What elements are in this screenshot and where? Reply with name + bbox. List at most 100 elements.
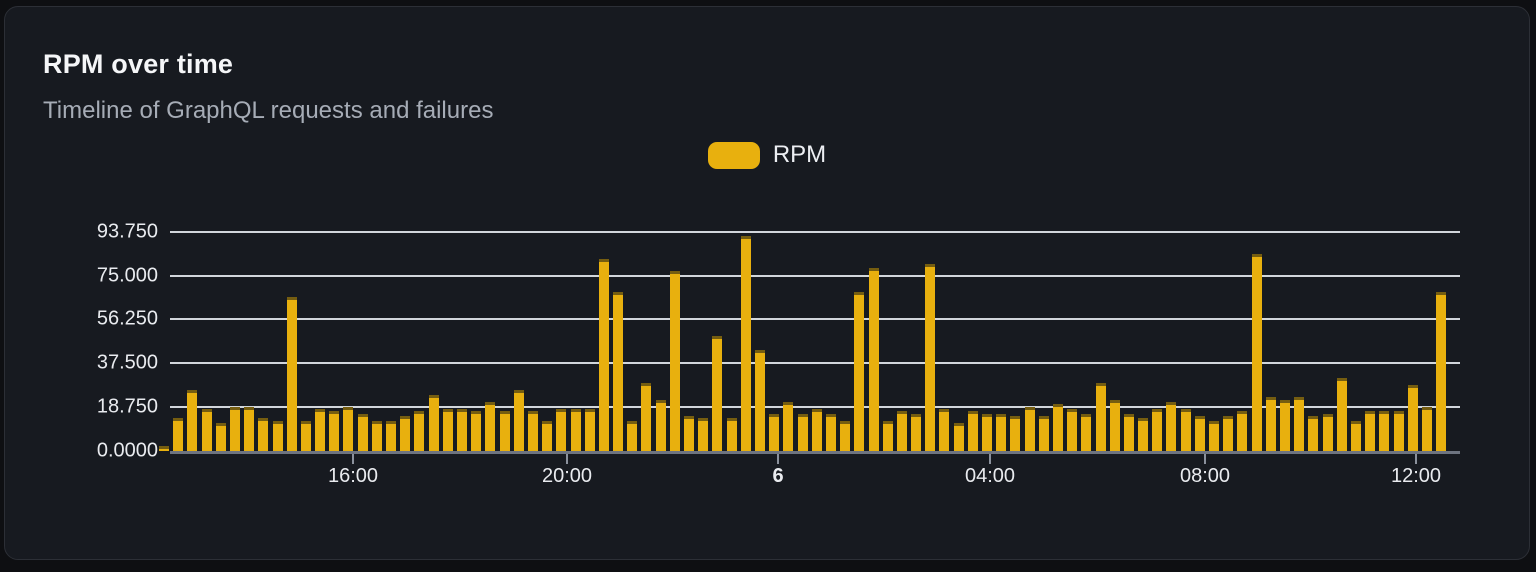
y-axis-tick-label: 18.750 [96,395,158,418]
rpm-bar[interactable] [585,409,595,451]
rpm-bar[interactable] [1110,400,1120,451]
rpm-bar[interactable] [528,411,538,451]
rpm-bar[interactable] [1152,409,1162,451]
rpm-bar[interactable] [1280,400,1290,451]
rpm-bar[interactable] [897,411,907,451]
rpm-bar[interactable] [1096,383,1106,451]
rpm-bar[interactable] [230,407,240,451]
rpm-bar[interactable] [741,236,751,451]
rpm-bar[interactable] [869,268,879,451]
rpm-bar[interactable] [698,418,708,451]
x-axis-tick-label: 6 [772,465,784,487]
rpm-bar[interactable] [400,416,410,451]
rpm-bar[interactable] [1223,416,1233,451]
rpm-bar[interactable] [202,409,212,451]
rpm-bar[interactable] [840,421,850,451]
rpm-bar[interactable] [712,336,722,451]
rpm-bar[interactable] [273,421,283,451]
rpm-bar[interactable] [315,409,325,451]
rpm-bar[interactable] [514,390,524,451]
x-axis-tick [1415,454,1417,464]
rpm-bar[interactable] [571,409,581,451]
rpm-bar[interactable] [258,418,268,451]
rpm-bar[interactable] [457,409,467,451]
rpm-bar[interactable] [798,414,808,451]
rpm-bar[interactable] [1039,416,1049,451]
rpm-bar[interactable] [613,292,623,451]
rpm-bar[interactable] [1124,414,1134,451]
rpm-bar[interactable] [1067,409,1077,451]
rpm-bar[interactable] [996,414,1006,451]
rpm-bar[interactable] [372,421,382,451]
rpm-bar[interactable] [187,390,197,451]
rpm-bar[interactable] [769,414,779,451]
rpm-bar[interactable] [925,264,935,451]
rpm-bar[interactable] [1408,385,1418,451]
rpm-bar[interactable] [755,350,765,451]
rpm-bar[interactable] [1181,409,1191,451]
rpm-bar[interactable] [1195,416,1205,451]
rpm-bar[interactable] [343,407,353,451]
rpm-bar[interactable] [216,423,226,451]
rpm-bar[interactable] [812,409,822,451]
rpm-bar[interactable] [1436,292,1446,451]
rpm-bar[interactable] [1209,421,1219,451]
rpm-bar[interactable] [485,402,495,451]
rpm-bar[interactable] [656,400,666,451]
rpm-bar[interactable] [641,383,651,451]
x-axis-tick [777,454,779,464]
rpm-bar[interactable] [1081,414,1091,451]
rpm-bar[interactable] [556,409,566,451]
legend-swatch-rpm[interactable] [707,141,760,169]
gridline [170,274,1460,277]
rpm-bar[interactable] [627,421,637,451]
rpm-bar[interactable] [358,414,368,451]
rpm-bar[interactable] [329,411,339,451]
x-axis-tick-label: 20:00 [541,465,593,487]
legend-label-rpm[interactable]: RPM [772,141,827,168]
rpm-bar[interactable] [542,421,552,451]
rpm-bar[interactable] [1422,407,1432,451]
rpm-bar[interactable] [1252,254,1262,451]
rpm-bar[interactable] [854,292,864,451]
rpm-bar[interactable] [1351,421,1361,451]
rpm-bar[interactable] [386,421,396,451]
rpm-bar[interactable] [1053,404,1063,451]
rpm-bar[interactable] [684,416,694,451]
rpm-bar[interactable] [939,409,949,451]
rpm-bar[interactable] [471,411,481,451]
rpm-bar[interactable] [1138,418,1148,451]
rpm-bar[interactable] [1379,411,1389,451]
rpm-bar[interactable] [954,423,964,451]
rpm-bar[interactable] [1365,411,1375,451]
rpm-bar[interactable] [1025,407,1035,451]
rpm-bar[interactable] [783,402,793,451]
rpm-bar[interactable] [429,395,439,451]
rpm-bar[interactable] [599,259,609,451]
rpm-bar[interactable] [982,414,992,451]
rpm-bar[interactable] [883,421,893,451]
rpm-bar[interactable] [727,418,737,451]
rpm-bar[interactable] [244,407,254,451]
rpm-bar[interactable] [173,418,183,451]
rpm-bar[interactable] [500,411,510,451]
rpm-bar[interactable] [443,409,453,451]
rpm-bar[interactable] [287,297,297,451]
rpm-bar[interactable] [1010,416,1020,451]
rpm-bar[interactable] [1237,411,1247,451]
rpm-bar[interactable] [1323,414,1333,451]
rpm-bar[interactable] [1337,378,1347,451]
rpm-bar[interactable] [1394,411,1404,451]
y-axis-tick-label: 75.000 [96,264,158,286]
rpm-bar[interactable] [1266,397,1276,451]
rpm-bar[interactable] [1166,402,1176,451]
rpm-bar[interactable] [826,414,836,451]
rpm-bar[interactable] [911,414,921,451]
rpm-bar[interactable] [414,411,424,451]
rpm-bar[interactable] [968,411,978,451]
rpm-bar[interactable] [1294,397,1304,451]
rpm-bar[interactable] [1308,416,1318,451]
rpm-bar[interactable] [670,271,680,451]
rpm-bar[interactable] [159,446,169,451]
rpm-bar[interactable] [301,421,311,451]
